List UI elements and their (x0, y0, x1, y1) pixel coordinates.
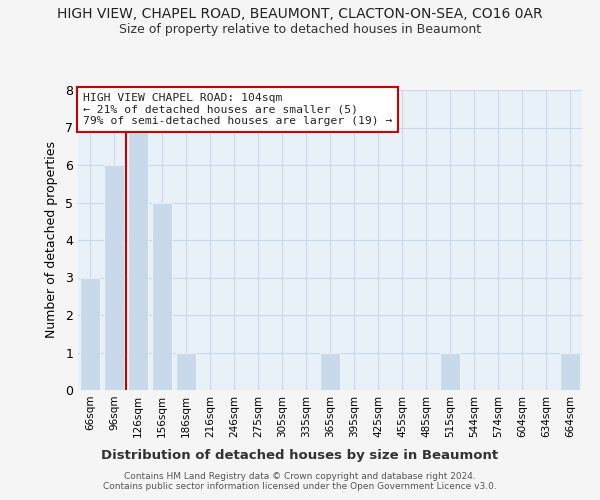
Text: HIGH VIEW, CHAPEL ROAD, BEAUMONT, CLACTON-ON-SEA, CO16 0AR: HIGH VIEW, CHAPEL ROAD, BEAUMONT, CLACTO… (57, 8, 543, 22)
Text: Contains public sector information licensed under the Open Government Licence v3: Contains public sector information licen… (103, 482, 497, 491)
Bar (560, 352, 580, 390)
Text: Distribution of detached houses by size in Beaumont: Distribution of detached houses by size … (101, 448, 499, 462)
Bar (104, 165, 124, 390)
Bar (80, 278, 100, 390)
Text: Size of property relative to detached houses in Beaumont: Size of property relative to detached ho… (119, 22, 481, 36)
Bar (176, 352, 196, 390)
Bar (440, 352, 460, 390)
Bar (128, 128, 148, 390)
Y-axis label: Number of detached properties: Number of detached properties (45, 142, 58, 338)
Bar (320, 352, 340, 390)
Bar (152, 202, 172, 390)
Text: Contains HM Land Registry data © Crown copyright and database right 2024.: Contains HM Land Registry data © Crown c… (124, 472, 476, 481)
Text: HIGH VIEW CHAPEL ROAD: 104sqm
← 21% of detached houses are smaller (5)
79% of se: HIGH VIEW CHAPEL ROAD: 104sqm ← 21% of d… (83, 93, 392, 126)
